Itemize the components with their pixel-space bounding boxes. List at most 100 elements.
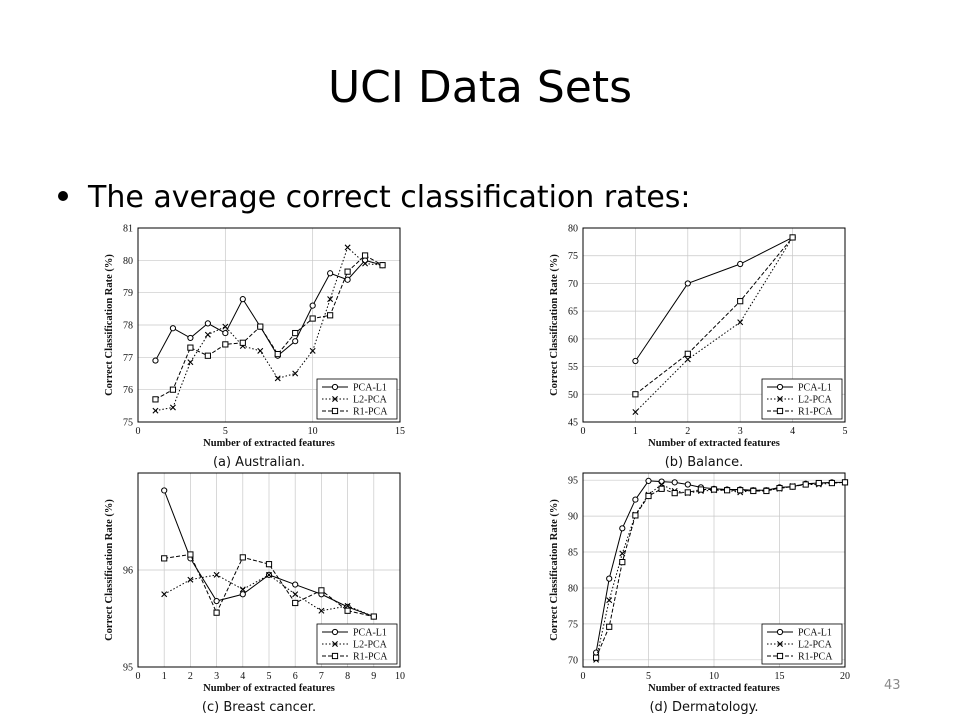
x-tick-label: 4 [240,671,245,682]
legend-marker [776,652,784,660]
data-point [292,338,299,345]
plot-frame [582,472,846,668]
data-point [204,352,211,359]
data-point [161,487,168,494]
series-line [635,237,794,413]
y-tick-label: 50 [568,390,578,401]
data-point [239,591,246,598]
x-tick-label: 5 [646,671,651,682]
data-point [152,407,159,414]
data-point [327,312,334,319]
x-tick-label: 2 [188,671,193,682]
data-point [632,409,639,416]
y-tick-label: 79 [123,288,133,299]
x-tick-label: 5 [843,426,848,437]
legend-marker [332,396,338,402]
y-tick-label: 70 [568,279,578,290]
data-point [187,344,194,351]
data-point [187,551,194,558]
legend-marker [331,407,339,415]
series-r1-pca [632,234,796,398]
data-point [318,607,325,614]
y-axis-title: Correct Classification Rate (%) [549,254,560,396]
y-tick-label: 75 [123,418,133,429]
data-point [204,320,211,327]
data-point [169,386,177,393]
x-axis-title: Number of extracted features [203,438,335,449]
data-point [737,319,744,326]
slide-title: UCI Data Sets [327,62,633,113]
data-point [684,280,691,287]
y-axis-title: Correct Classification Rate (%) [104,254,115,396]
data-point [161,591,168,598]
y-tick-label: 60 [568,334,578,345]
y-tick-label: 77 [123,353,133,364]
x-tick-label: 0 [136,426,141,437]
data-point [684,481,691,488]
data-point [671,490,678,497]
legend-marker [332,641,338,647]
legend-label: R1-PCA [798,407,833,418]
legend-marker [331,652,339,660]
series-pca-l1 [632,234,796,365]
data-point [619,550,626,557]
data-point [213,597,220,605]
data-point [750,487,757,495]
y-tick-label: 80 [123,256,133,267]
bullet-item: The average correct classification rates… [58,180,691,215]
chart-caption: (d) Dermatology. [649,700,758,715]
data-point [239,554,246,561]
x-tick-label: 3 [214,671,219,682]
data-point [379,262,386,269]
data-point [187,359,194,366]
series-l2-pca [632,234,796,416]
data-point [361,252,369,259]
data-point [213,571,220,578]
data-point [257,347,264,354]
legend-label: R1-PCA [798,652,833,663]
data-point [327,270,334,277]
y-tick-label: 65 [568,307,578,318]
legend-marker [777,396,783,402]
series-line [595,481,846,658]
bullet-text: The average correct classification rates… [88,180,691,215]
data-point [274,375,281,382]
chart-caption: (b) Balance. [665,455,744,470]
legend-label: L2-PCA [798,640,833,651]
x-tick-label: 1 [633,426,638,437]
data-point [697,486,705,493]
series-line [634,236,793,362]
legend-marker [331,628,339,636]
data-point [169,325,177,332]
y-tick-label: 55 [568,362,578,373]
data-point [161,555,168,562]
data-point [152,357,159,364]
data-point [370,613,377,620]
data-point [274,351,281,358]
data-point [292,581,299,588]
data-point [213,609,220,616]
legend-label: L2-PCA [353,395,388,406]
data-point [606,623,613,630]
chart-dermatology: 0 5 10 15 20 70 75 80 85 90 95 Number of extracted … [549,472,850,715]
plot-frame [137,227,401,423]
x-tick-label: 15 [395,426,405,437]
data-point [239,339,246,346]
data-point [344,268,351,275]
data-point [671,479,678,486]
data-point [606,597,613,604]
legend-marker [331,383,339,391]
data-point [632,391,639,398]
legend-label: PCA-L1 [798,628,832,639]
legend-marker [776,407,784,415]
chart-breast-cancer: 0 1 2 3 4 5 6 7 8 9 10 95 96 Number of extracted feat… [104,472,405,715]
y-axis-title: Correct Classification Rate (%) [549,499,560,641]
data-point [344,244,351,251]
x-tick-label: 20 [840,671,850,682]
data-point [684,356,691,363]
y-tick-label: 81 [123,224,133,235]
data-point [266,571,272,578]
x-axis-title: Number of extracted features [648,683,780,694]
